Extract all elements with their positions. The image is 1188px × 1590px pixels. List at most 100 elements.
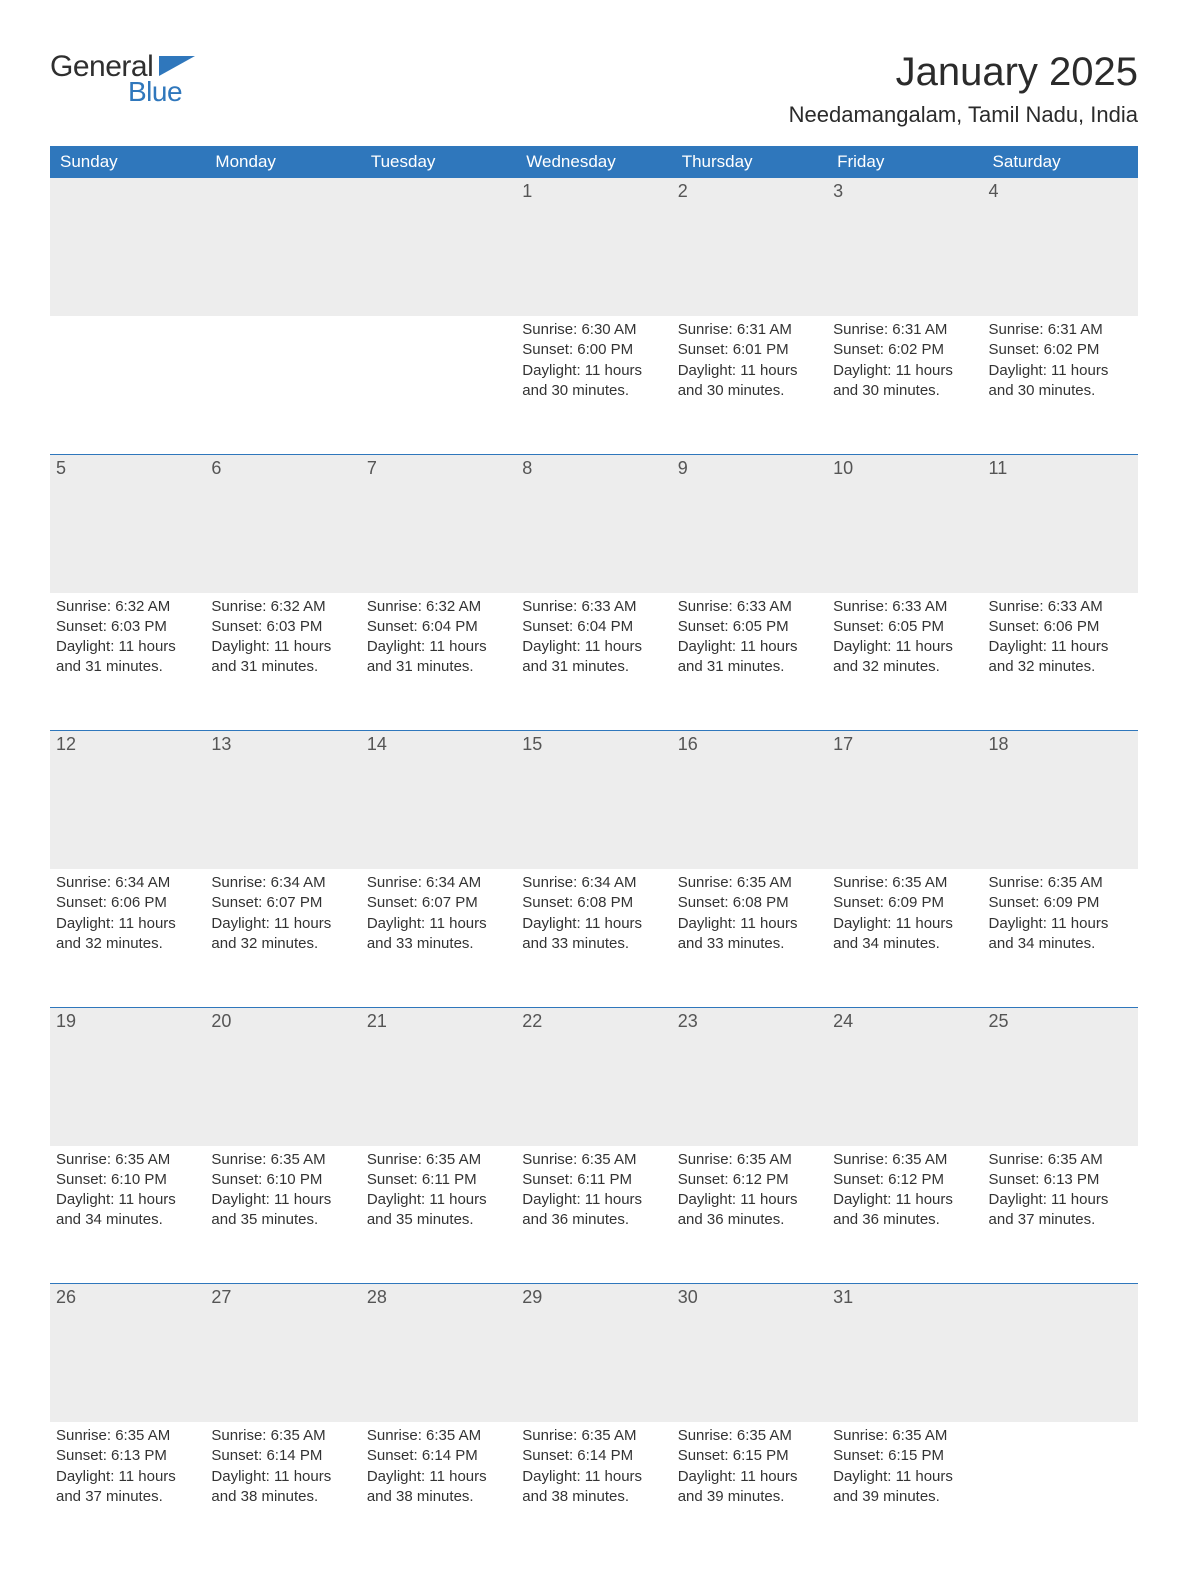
day-number-cell: 25 — [983, 1008, 1138, 1146]
day-number-row: 1234 — [50, 178, 1138, 316]
brand-logo: General Blue — [50, 50, 195, 108]
day-number: 25 — [983, 1008, 1138, 1036]
sunrise-text: Sunrise: 6:35 AM — [989, 873, 1132, 893]
sunset-text: Sunset: 6:05 PM — [678, 617, 821, 637]
day-details: Sunrise: 6:31 AMSunset: 6:02 PMDaylight:… — [983, 316, 1138, 407]
sunrise-text: Sunrise: 6:35 AM — [833, 1426, 976, 1446]
sunrise-text: Sunrise: 6:34 AM — [56, 873, 199, 893]
daylight-text: Daylight: 11 hours and 38 minutes. — [367, 1467, 510, 1508]
sunset-text: Sunset: 6:15 PM — [833, 1446, 976, 1466]
sunset-text: Sunset: 6:06 PM — [56, 893, 199, 913]
sunrise-text: Sunrise: 6:35 AM — [211, 1150, 354, 1170]
sunset-text: Sunset: 6:13 PM — [989, 1170, 1132, 1190]
sunrise-text: Sunrise: 6:35 AM — [211, 1426, 354, 1446]
daylight-text: Daylight: 11 hours and 36 minutes. — [678, 1190, 821, 1231]
sunrise-text: Sunrise: 6:35 AM — [678, 1426, 821, 1446]
day-number: 27 — [205, 1284, 360, 1312]
day-number: 17 — [827, 731, 982, 759]
day-details: Sunrise: 6:34 AMSunset: 6:06 PMDaylight:… — [50, 869, 205, 960]
daylight-text: Daylight: 11 hours and 30 minutes. — [678, 361, 821, 402]
day-header: Monday — [205, 146, 360, 178]
day-cell: Sunrise: 6:35 AMSunset: 6:13 PMDaylight:… — [983, 1146, 1138, 1284]
sunset-text: Sunset: 6:14 PM — [211, 1446, 354, 1466]
sunset-text: Sunset: 6:14 PM — [522, 1446, 665, 1466]
day-number: 19 — [50, 1008, 205, 1036]
day-number: 26 — [50, 1284, 205, 1312]
day-number-cell: 30 — [672, 1284, 827, 1422]
day-number-cell: 4 — [983, 178, 1138, 316]
sunset-text: Sunset: 6:15 PM — [678, 1446, 821, 1466]
sunrise-text: Sunrise: 6:35 AM — [367, 1426, 510, 1446]
sunset-text: Sunset: 6:07 PM — [211, 893, 354, 913]
day-number: 28 — [361, 1284, 516, 1312]
day-details: Sunrise: 6:34 AMSunset: 6:08 PMDaylight:… — [516, 869, 671, 960]
month-title: January 2025 — [789, 50, 1138, 94]
sunset-text: Sunset: 6:04 PM — [367, 617, 510, 637]
daylight-text: Daylight: 11 hours and 31 minutes. — [56, 637, 199, 678]
day-details: Sunrise: 6:35 AMSunset: 6:12 PMDaylight:… — [672, 1146, 827, 1237]
day-header: Wednesday — [516, 146, 671, 178]
day-cell: Sunrise: 6:33 AMSunset: 6:04 PMDaylight:… — [516, 593, 671, 731]
sunset-text: Sunset: 6:08 PM — [522, 893, 665, 913]
day-details: Sunrise: 6:34 AMSunset: 6:07 PMDaylight:… — [361, 869, 516, 960]
sunrise-text: Sunrise: 6:35 AM — [678, 1150, 821, 1170]
day-number-cell: 1 — [516, 178, 671, 316]
day-number: 7 — [361, 455, 516, 483]
day-details: Sunrise: 6:32 AMSunset: 6:03 PMDaylight:… — [50, 593, 205, 684]
sunrise-text: Sunrise: 6:35 AM — [522, 1150, 665, 1170]
day-number-cell: 23 — [672, 1008, 827, 1146]
daylight-text: Daylight: 11 hours and 35 minutes. — [211, 1190, 354, 1231]
day-number: 8 — [516, 455, 671, 483]
daylight-text: Daylight: 11 hours and 36 minutes. — [833, 1190, 976, 1231]
day-number-cell: 31 — [827, 1284, 982, 1422]
daylight-text: Daylight: 11 hours and 39 minutes. — [833, 1467, 976, 1508]
day-details: Sunrise: 6:35 AMSunset: 6:15 PMDaylight:… — [827, 1422, 982, 1513]
day-number-cell: 15 — [516, 731, 671, 869]
day-number-cell — [983, 1284, 1138, 1422]
sunset-text: Sunset: 6:02 PM — [989, 340, 1132, 360]
sunset-text: Sunset: 6:09 PM — [989, 893, 1132, 913]
day-cell: Sunrise: 6:32 AMSunset: 6:03 PMDaylight:… — [205, 593, 360, 731]
daylight-text: Daylight: 11 hours and 30 minutes. — [522, 361, 665, 402]
sunset-text: Sunset: 6:14 PM — [367, 1446, 510, 1466]
day-number-cell: 26 — [50, 1284, 205, 1422]
day-number: 16 — [672, 731, 827, 759]
daylight-text: Daylight: 11 hours and 32 minutes. — [833, 637, 976, 678]
day-cell: Sunrise: 6:34 AMSunset: 6:08 PMDaylight:… — [516, 869, 671, 1007]
daylight-text: Daylight: 11 hours and 30 minutes. — [989, 361, 1132, 402]
day-details: Sunrise: 6:35 AMSunset: 6:12 PMDaylight:… — [827, 1146, 982, 1237]
day-cell: Sunrise: 6:35 AMSunset: 6:10 PMDaylight:… — [50, 1146, 205, 1284]
day-number-cell: 12 — [50, 731, 205, 869]
day-number-cell: 3 — [827, 178, 982, 316]
sunrise-text: Sunrise: 6:33 AM — [522, 597, 665, 617]
day-number: 13 — [205, 731, 360, 759]
day-cell: Sunrise: 6:33 AMSunset: 6:06 PMDaylight:… — [983, 593, 1138, 731]
daylight-text: Daylight: 11 hours and 31 minutes. — [367, 637, 510, 678]
sunrise-text: Sunrise: 6:34 AM — [367, 873, 510, 893]
day-cell — [205, 316, 360, 454]
daylight-text: Daylight: 11 hours and 33 minutes. — [678, 914, 821, 955]
daylight-text: Daylight: 11 hours and 37 minutes. — [989, 1190, 1132, 1231]
day-cell — [361, 316, 516, 454]
sunrise-text: Sunrise: 6:34 AM — [522, 873, 665, 893]
daylight-text: Daylight: 11 hours and 32 minutes. — [56, 914, 199, 955]
day-cell: Sunrise: 6:35 AMSunset: 6:12 PMDaylight:… — [827, 1146, 982, 1284]
day-cell: Sunrise: 6:35 AMSunset: 6:14 PMDaylight:… — [361, 1422, 516, 1560]
day-details: Sunrise: 6:30 AMSunset: 6:00 PMDaylight:… — [516, 316, 671, 407]
day-number-cell — [361, 178, 516, 316]
daylight-text: Daylight: 11 hours and 37 minutes. — [56, 1467, 199, 1508]
day-details: Sunrise: 6:31 AMSunset: 6:02 PMDaylight:… — [827, 316, 982, 407]
sunrise-text: Sunrise: 6:31 AM — [833, 320, 976, 340]
daylight-text: Daylight: 11 hours and 36 minutes. — [522, 1190, 665, 1231]
day-number: 23 — [672, 1008, 827, 1036]
sunrise-text: Sunrise: 6:35 AM — [989, 1150, 1132, 1170]
day-cell: Sunrise: 6:31 AMSunset: 6:02 PMDaylight:… — [983, 316, 1138, 454]
day-details: Sunrise: 6:32 AMSunset: 6:03 PMDaylight:… — [205, 593, 360, 684]
day-number: 3 — [827, 178, 982, 206]
sunset-text: Sunset: 6:09 PM — [833, 893, 976, 913]
day-header: Sunday — [50, 146, 205, 178]
day-cell: Sunrise: 6:35 AMSunset: 6:15 PMDaylight:… — [672, 1422, 827, 1560]
sunrise-text: Sunrise: 6:31 AM — [678, 320, 821, 340]
day-details: Sunrise: 6:35 AMSunset: 6:11 PMDaylight:… — [361, 1146, 516, 1237]
daylight-text: Daylight: 11 hours and 30 minutes. — [833, 361, 976, 402]
